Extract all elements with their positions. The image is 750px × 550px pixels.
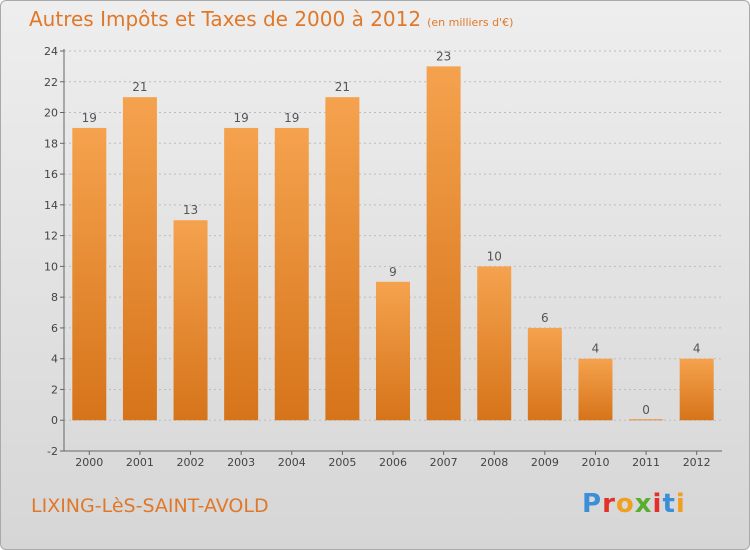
bar-2002 [173,220,208,421]
logo-letter: i [675,489,686,519]
x-tick-label-2000: 2000 [75,456,103,469]
x-tick-label-2003: 2003 [227,456,255,469]
value-label-2007: 23 [436,49,451,63]
logo-letter: x [634,489,653,519]
label-layer: 19 21 13 19 19 21 9 23 10 6 4 0 4 [82,49,701,417]
x-tick-label-2009: 2009 [531,456,559,469]
bar-2011 [629,419,664,421]
y-tick-label: 10 [44,260,58,273]
y-tick-label: 0 [51,414,58,427]
y-tick-label: 18 [44,137,58,150]
bar-2012 [679,358,714,421]
x-tick-label-2001: 2001 [126,456,154,469]
bar-2007 [426,66,461,421]
logo-letter: t [662,489,676,519]
x-tick-label-2010: 2010 [581,456,609,469]
value-label-2010: 4 [592,342,600,356]
value-label-2000: 19 [82,111,97,125]
bar-2000 [72,127,107,421]
bar-2001 [122,97,157,421]
y-tick-label: 24 [44,45,58,58]
x-tick-label-2006: 2006 [379,456,407,469]
y-tick-label: 14 [44,199,58,212]
bar-2010 [578,358,613,421]
value-label-2009: 6 [541,311,549,325]
chart-title: Autres Impôts et Taxes de 2000 à 2012 (en… [29,7,514,31]
bar-2005 [325,97,360,421]
x-tick-label-2005: 2005 [328,456,356,469]
y-tick-label: 4 [51,353,58,366]
y-tick-label: 2 [51,383,58,396]
bar-2003 [224,127,259,421]
x-tick-label-2011: 2011 [632,456,660,469]
bar-2009 [527,327,562,421]
x-tick-label-2008: 2008 [480,456,508,469]
chart-unit: (en milliers d'€) [427,16,514,29]
bar-2006 [376,281,410,421]
x-tick-label-2007: 2007 [430,456,458,469]
value-label-2003: 19 [234,111,249,125]
value-label-2004: 19 [284,111,299,125]
commune-name: LIXING-LèS-SAINT-AVOLD [31,495,269,517]
value-label-2006: 9 [389,265,397,279]
logo-letter: i [652,489,663,519]
y-tick-label: -2 [47,445,58,458]
y-tick-label: 22 [44,76,58,89]
logo-letter: o [615,489,635,519]
bar-2008 [477,266,512,421]
value-label-2012: 4 [693,342,701,356]
value-label-2001: 21 [132,80,147,94]
y-tick-label: 16 [44,168,58,181]
x-tick-label-2004: 2004 [278,456,306,469]
bar-2004 [274,127,309,421]
logo-letter: P [582,489,603,519]
y-tick-label: 6 [51,322,58,335]
y-tick-label: 8 [51,291,58,304]
y-tick-label: 12 [44,230,58,243]
y-tick-label: 20 [44,107,58,120]
value-label-2008: 10 [487,249,502,263]
bar-layer [72,66,714,421]
value-label-2002: 13 [183,203,198,217]
value-label-2011: 0 [642,403,650,417]
logo-letter: r [602,489,616,519]
proxiti-logo[interactable]: Proxiti [582,489,686,519]
value-label-2005: 21 [335,80,350,94]
x-tick-label-2012: 2012 [683,456,711,469]
x-tick-label-2002: 2002 [177,456,205,469]
